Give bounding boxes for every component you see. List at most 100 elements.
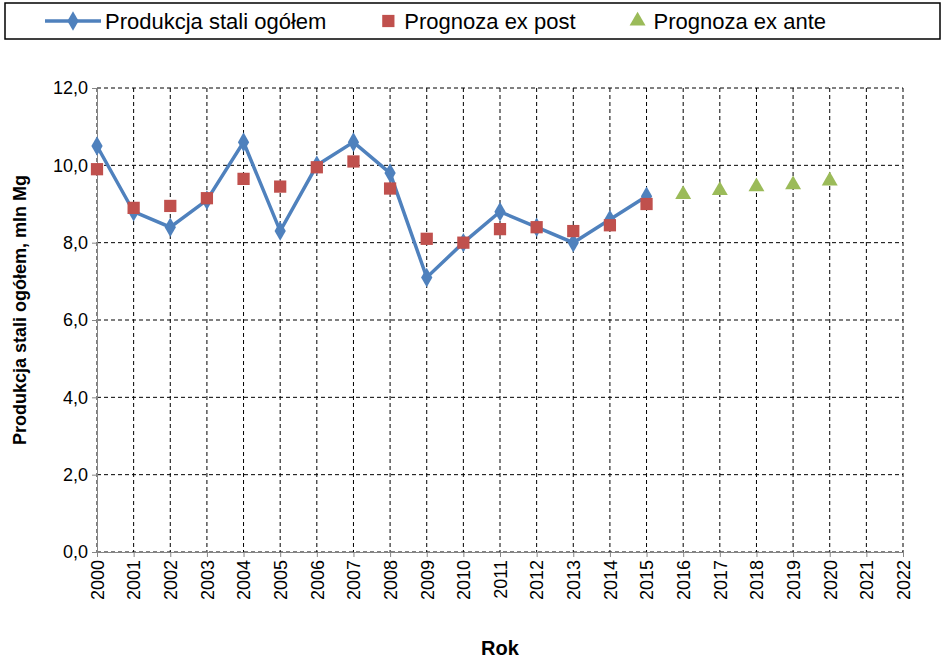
point [748, 177, 764, 191]
tick-label: 2007 [344, 560, 364, 600]
point [785, 175, 801, 189]
grid-line [390, 88, 391, 552]
tick-label: 2004 [234, 560, 254, 600]
point [311, 156, 322, 176]
marks [91, 132, 838, 287]
legend-item: Produkcja stali ogółem [45, 9, 326, 34]
point [274, 180, 286, 192]
grid-line [719, 88, 720, 552]
point [311, 161, 323, 173]
tick: 2019 [784, 552, 804, 600]
grid-line [280, 88, 281, 552]
tick-mark [537, 552, 538, 557]
tick-mark [207, 552, 208, 557]
tick-mark [463, 552, 464, 557]
series [91, 132, 652, 287]
tick: 2007 [344, 552, 364, 600]
point [128, 202, 139, 222]
tick-label: 2014 [601, 560, 621, 600]
tick-label: 2012 [527, 560, 547, 600]
grid-line [829, 88, 830, 552]
tick-mark [610, 552, 611, 557]
point [458, 233, 469, 253]
chart: 0,02,04,06,08,010,012,020002001200220032… [0, 0, 945, 659]
grid-line [793, 88, 794, 552]
legend: Produkcja stali ogółem Prognoza ex post Pr… [5, 3, 940, 39]
point [531, 217, 542, 237]
legend-box [5, 3, 940, 39]
point [567, 225, 579, 237]
plot: 0,02,04,06,08,010,012,020002001200220032… [53, 78, 914, 600]
tick: 2008 [381, 552, 401, 600]
tick-label: 2015 [637, 560, 657, 600]
tick-label: 2019 [784, 560, 804, 600]
legend-label: Prognoza ex post [404, 9, 575, 34]
legend-item: Prognoza ex ante [630, 9, 826, 34]
tick-label: 12,0 [53, 78, 88, 98]
tick-mark [903, 552, 904, 557]
tick-label: 2001 [124, 560, 144, 600]
point [384, 163, 395, 183]
tick-mark [134, 552, 135, 557]
point [531, 221, 543, 233]
tick-label: 2008 [381, 560, 401, 600]
tick: 2021 [857, 552, 877, 600]
legend-marker [630, 12, 646, 26]
point [640, 198, 652, 210]
grid-line [646, 88, 647, 552]
point [201, 192, 213, 204]
tick: 8,0 [63, 233, 97, 253]
tick: 2003 [198, 552, 218, 600]
grid-line [206, 88, 207, 552]
tick-mark [353, 552, 354, 557]
tick-mark [92, 320, 97, 321]
point [91, 163, 103, 175]
tick: 2009 [418, 552, 438, 600]
grid-line [463, 88, 464, 552]
tick-mark [97, 552, 98, 557]
tick-label: 2016 [674, 560, 694, 600]
tick-label: 2013 [564, 560, 584, 600]
tick-mark [866, 552, 867, 557]
tick-label: 4,0 [63, 388, 88, 408]
tick-label: 2010 [454, 560, 474, 600]
tick-mark [756, 552, 757, 557]
tick: 2022 [894, 552, 914, 600]
tick: 2016 [674, 552, 694, 600]
point [421, 233, 433, 245]
grid-line [133, 88, 134, 552]
grid-line [500, 88, 501, 552]
tick: 2013 [564, 552, 584, 600]
tick-label: 2002 [161, 560, 181, 600]
tick: 2001 [124, 552, 144, 600]
tick-mark [720, 552, 721, 557]
tick-label: 2011 [491, 560, 511, 599]
point [201, 190, 212, 210]
tick-mark [500, 552, 501, 557]
grid-line [756, 88, 757, 552]
tick: 2004 [234, 552, 254, 600]
tick-label: 2009 [418, 560, 438, 600]
tick-mark [92, 552, 97, 553]
tick-mark [92, 243, 97, 244]
x-axis: 2000200120022003200420052006200720082009… [88, 552, 914, 600]
tick-mark [92, 397, 97, 398]
tick-label: 2003 [198, 560, 218, 600]
grid-line [536, 88, 537, 552]
point [348, 132, 359, 152]
tick: 2005 [271, 552, 291, 600]
tick: 2,0 [63, 465, 97, 485]
tick: 2020 [821, 552, 841, 600]
legend-marker [67, 11, 78, 31]
tick-mark [317, 552, 318, 557]
grid-line [903, 88, 904, 552]
grid [97, 88, 903, 552]
point [604, 219, 616, 231]
tick-label: 10,0 [53, 156, 88, 176]
grid-line [866, 88, 867, 552]
series [675, 172, 837, 199]
tick-mark [683, 552, 684, 557]
tick-label: 8,0 [63, 233, 88, 253]
point [421, 268, 432, 288]
tick: 2012 [527, 552, 547, 600]
